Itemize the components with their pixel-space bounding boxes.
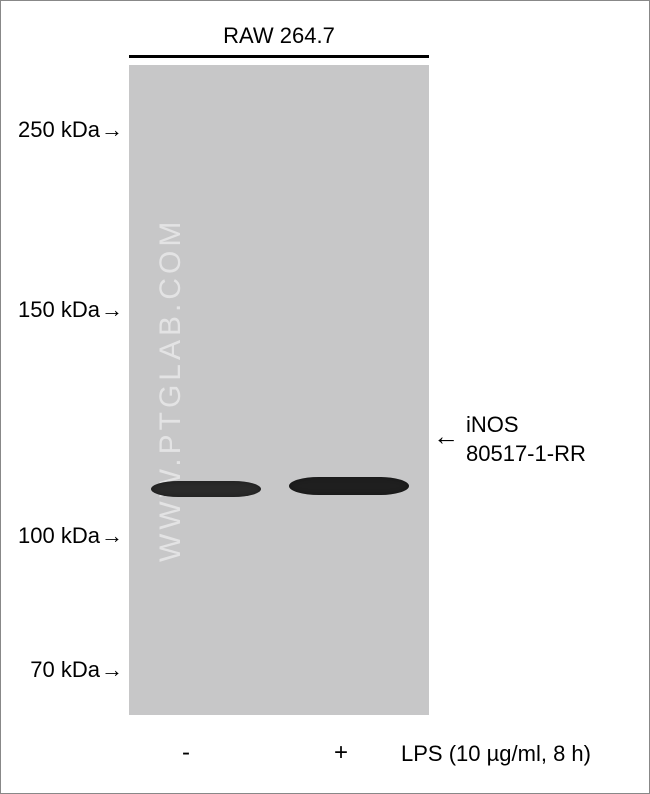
mw-marker: 250 kDa→ [18,117,123,143]
target-line1: iNOS [466,412,519,437]
mw-marker: 70 kDa→ [30,657,123,683]
target-label: iNOS 80517-1-RR [466,411,586,468]
watermark-text: WWW.PTGLAB.COM [141,65,201,715]
lane-sign: - [166,739,206,767]
arrow-right-icon: → [101,523,123,549]
mw-text: 100 kDa [18,523,100,548]
band [151,481,261,497]
arrow-right-icon: → [101,297,123,323]
treatment-label: LPS (10 µg/ml, 8 h) [401,741,591,767]
target-arrow-icon: ← [433,421,459,452]
figure-container: RAW 264.7 WWW.PTGLAB.COM ← iNOS 80517-1-… [1,1,649,793]
arrow-right-icon: → [101,117,123,143]
band [289,477,409,495]
mw-text: 250 kDa [18,117,100,142]
mw-text: 150 kDa [18,297,100,322]
mw-marker: 100 kDa→ [18,523,123,549]
sample-name: RAW 264.7 [129,23,429,49]
mw-marker: 150 kDa→ [18,297,123,323]
mw-text: 70 kDa [30,657,100,682]
blot-membrane: WWW.PTGLAB.COM [129,65,429,715]
arrow-right-icon: → [101,657,123,683]
lane-sign: + [321,739,361,767]
target-line2: 80517-1-RR [466,441,586,466]
sample-bar [129,55,429,58]
